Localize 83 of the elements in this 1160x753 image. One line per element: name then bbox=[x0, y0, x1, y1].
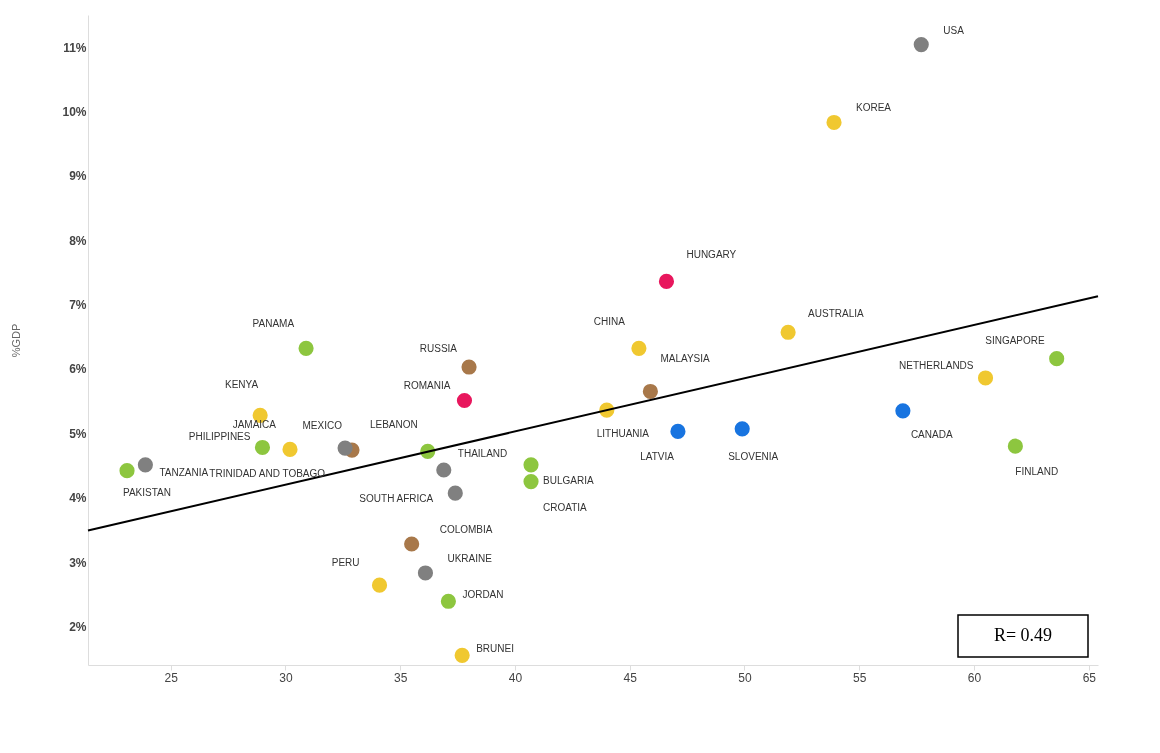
point bbox=[734, 421, 750, 437]
annotation: BULGARIA bbox=[543, 474, 594, 486]
point bbox=[523, 457, 539, 473]
x-tick-label: 35 bbox=[394, 670, 408, 685]
point bbox=[895, 403, 911, 419]
annotation: PANAMA bbox=[252, 318, 295, 330]
annotation: R= 0.49 bbox=[993, 625, 1053, 645]
annotation: CANADA bbox=[910, 428, 953, 440]
annotation: LITHUANIA bbox=[596, 428, 650, 440]
annotation: NETHERLANDS bbox=[899, 359, 974, 371]
annotation: ROMANIA bbox=[403, 380, 451, 392]
point bbox=[440, 593, 456, 609]
annotation: SLOVENIA bbox=[728, 450, 779, 462]
y-axis-title: %GDP bbox=[10, 323, 23, 358]
annotation: MALAYSIA bbox=[660, 353, 710, 365]
x-tick-label: 50 bbox=[738, 670, 752, 685]
x-tick-label: 40 bbox=[508, 670, 523, 685]
point bbox=[461, 359, 477, 375]
point bbox=[977, 370, 994, 386]
point bbox=[447, 485, 463, 501]
annotation: JORDAN bbox=[462, 589, 504, 601]
annotation: THAILAND bbox=[457, 448, 508, 459]
x-tick-label: 65 bbox=[1082, 670, 1097, 685]
point bbox=[826, 114, 842, 131]
annotation: COLOMBIA bbox=[439, 524, 493, 536]
y-tick-label: 8% bbox=[69, 233, 87, 248]
x-tick-label: 30 bbox=[279, 670, 293, 685]
point bbox=[337, 440, 353, 456]
annotation: RUSSIA bbox=[419, 343, 458, 355]
annotation: AUSTRALIA bbox=[808, 308, 865, 320]
point bbox=[456, 392, 473, 409]
annotation: USA bbox=[943, 24, 965, 36]
annotation: JAMAICA bbox=[232, 419, 277, 431]
annotation: BRUNEI bbox=[476, 643, 514, 655]
point bbox=[137, 457, 153, 473]
annotation: PAKISTAN bbox=[123, 486, 172, 498]
y-tick-label: 10% bbox=[62, 105, 87, 120]
point bbox=[642, 383, 658, 400]
annotation: TANZANIA bbox=[159, 466, 209, 478]
annotation: FINLAND bbox=[1015, 466, 1059, 478]
point bbox=[119, 463, 135, 479]
y-tick-label: 9% bbox=[69, 169, 87, 184]
x-tick-label: 45 bbox=[623, 670, 638, 685]
point bbox=[371, 577, 388, 593]
annotation: MEXICO bbox=[302, 420, 343, 432]
x-tick-label: 25 bbox=[164, 670, 179, 685]
point bbox=[417, 565, 434, 581]
point bbox=[523, 474, 539, 490]
y-tick-label: 11% bbox=[63, 40, 87, 55]
point bbox=[631, 340, 647, 356]
y-tick-label: 6% bbox=[69, 362, 87, 377]
x-tick-label: 55 bbox=[853, 670, 867, 685]
annotation: KOREA bbox=[856, 102, 892, 114]
point bbox=[282, 441, 298, 457]
annotation: KENYA bbox=[224, 379, 259, 391]
x-tick-label: 60 bbox=[967, 670, 982, 685]
y-tick-label: 7% bbox=[69, 298, 87, 313]
y-tick-label: 3% bbox=[69, 555, 87, 570]
annotation: CROATIA bbox=[543, 501, 588, 513]
annotation: SINGAPORE bbox=[985, 334, 1045, 346]
y-tick-label: 4% bbox=[69, 491, 87, 506]
y-tick-label: 5% bbox=[69, 426, 87, 441]
annotation: TRINIDAD AND TOBAGO bbox=[209, 468, 326, 480]
point bbox=[298, 340, 314, 356]
point bbox=[913, 37, 929, 53]
annotation: LEBANON bbox=[369, 419, 418, 431]
annotation: SOUTH AFRICA bbox=[359, 493, 434, 505]
annotation: PHILIPPINES bbox=[188, 431, 251, 443]
point bbox=[1007, 438, 1023, 454]
point bbox=[254, 439, 271, 456]
annotation: LATVIA bbox=[640, 451, 675, 463]
point bbox=[454, 647, 470, 663]
point bbox=[780, 324, 796, 340]
point bbox=[670, 423, 686, 439]
annotation: CHINA bbox=[593, 316, 626, 328]
annotation: HUNGARY bbox=[686, 249, 737, 261]
y-tick-label: 2% bbox=[69, 619, 87, 634]
point bbox=[658, 273, 675, 289]
annotation: UKRAINE bbox=[447, 552, 493, 564]
point bbox=[436, 462, 452, 478]
annotation: PERU bbox=[331, 557, 360, 569]
point bbox=[404, 536, 420, 552]
point bbox=[1049, 351, 1065, 367]
